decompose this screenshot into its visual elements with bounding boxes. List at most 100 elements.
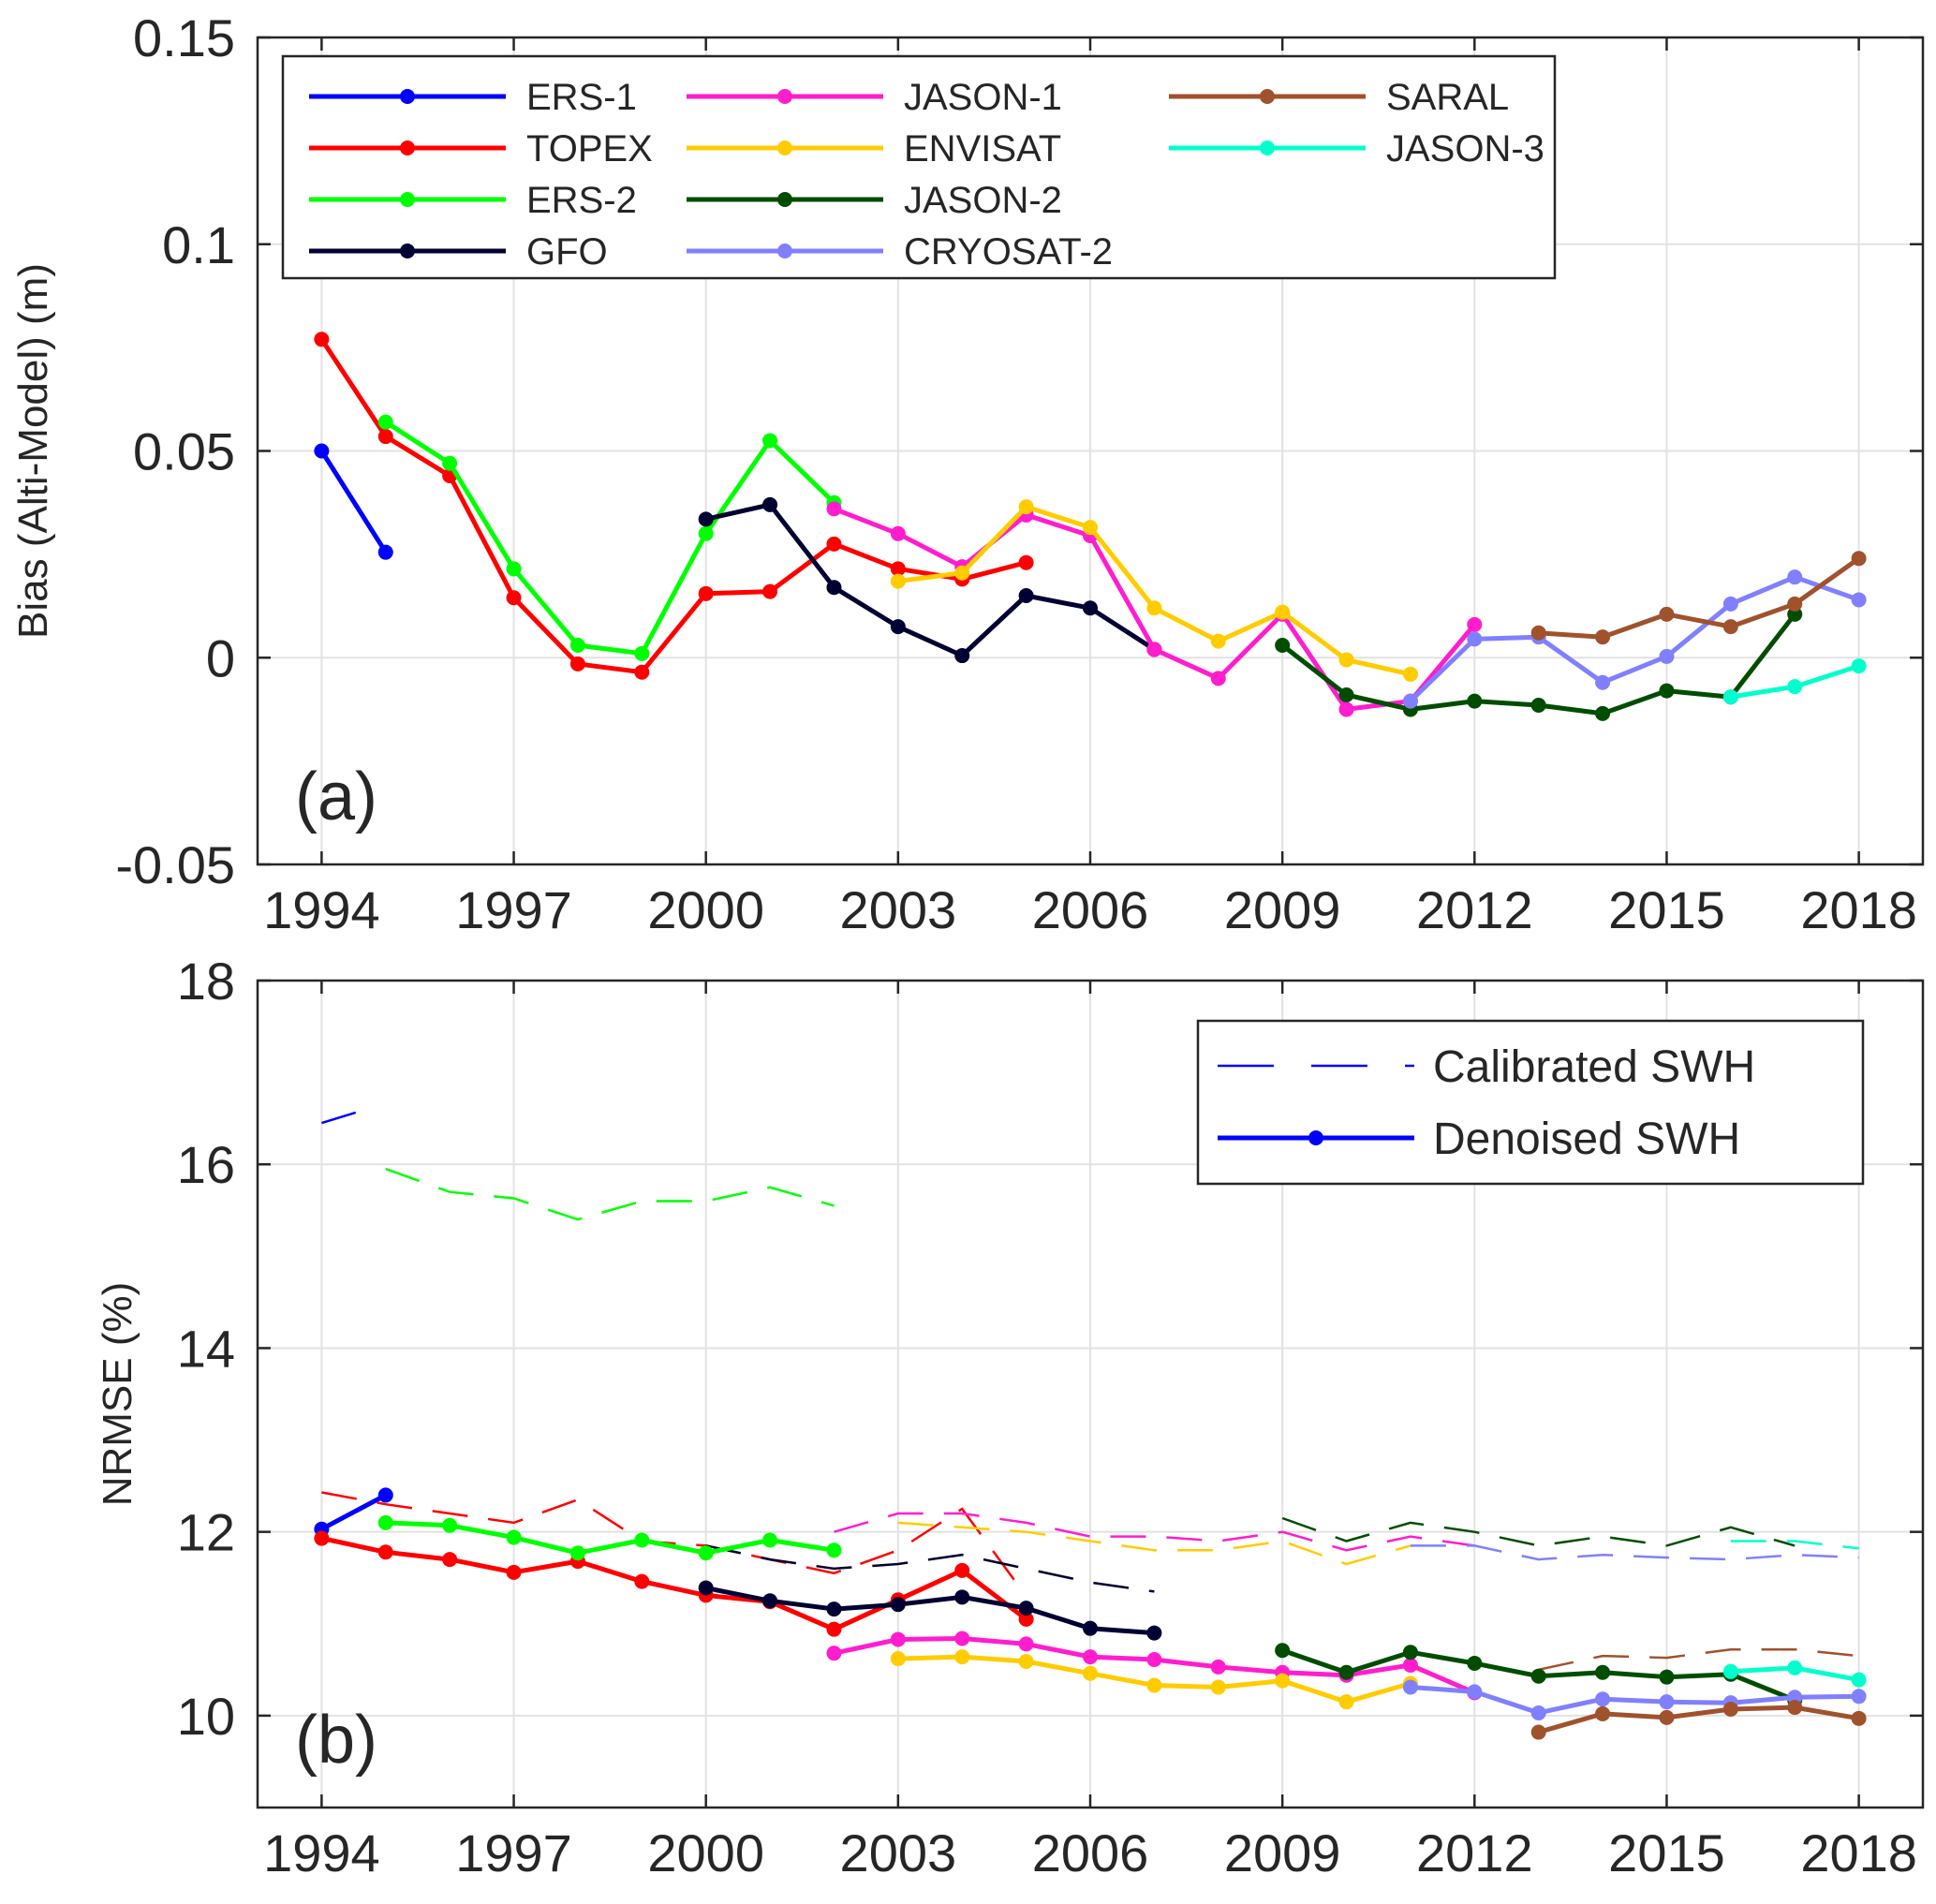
data-point-topex (314, 332, 330, 347)
data-point-topex (569, 656, 585, 672)
data-point-topex (442, 1552, 458, 1568)
series-cryosat-2 (1402, 569, 1867, 709)
data-point-jason-3 (1851, 1672, 1867, 1688)
data-point-saral (1787, 596, 1803, 612)
data-point-gfo (826, 1601, 842, 1617)
calibrated-line-gfo (705, 1544, 1155, 1593)
legend-label-gfo: GFO (526, 231, 608, 273)
data-point-gfo (890, 619, 906, 635)
y-tick-label: 0 (206, 628, 235, 687)
x-tick-label: 2012 (1416, 1823, 1533, 1882)
data-point-ers-2 (377, 1514, 393, 1530)
x-tick-label: 1994 (263, 1823, 380, 1882)
data-point-ers-2 (634, 1532, 650, 1548)
x-tick-label: 2018 (1800, 880, 1917, 939)
data-point-jason-2 (1659, 683, 1675, 699)
x-tick-label: 2009 (1224, 880, 1341, 939)
data-point-envisat (1018, 1654, 1034, 1670)
data-point-topex (506, 1564, 522, 1580)
data-point-gfo (1018, 588, 1034, 604)
data-point-ers-2 (506, 1529, 522, 1545)
data-point-envisat (1275, 1673, 1291, 1689)
data-point-envisat (954, 565, 970, 581)
y-tick-label: 14 (177, 1319, 235, 1378)
data-point-ers-2 (762, 1532, 778, 1548)
data-point-saral (1722, 1702, 1738, 1718)
x-tick-label: 2009 (1224, 1823, 1341, 1882)
data-point-jason-1 (1146, 642, 1162, 657)
data-point-jason-2 (1595, 705, 1611, 721)
data-point-topex (634, 664, 650, 680)
data-point-jason-2 (1530, 698, 1546, 714)
data-point-saral (1530, 625, 1546, 641)
y-tick-label: 0.05 (133, 422, 235, 481)
series-denoised-cryosat-2 (1402, 1679, 1867, 1720)
calibrated-line-cryosat-2 (1410, 1544, 1859, 1561)
x-tick-label: 2015 (1608, 1823, 1725, 1882)
data-point-ers-2 (569, 638, 585, 654)
data-point-gfo (1083, 1620, 1098, 1636)
data-point-jason-1 (826, 501, 842, 517)
data-point-jason-1 (1402, 1657, 1418, 1673)
denoised-line-topex (320, 1536, 1028, 1632)
data-point-jason-1 (1467, 616, 1483, 632)
series-saral (1530, 551, 1867, 645)
x-tick-label: 2000 (647, 880, 764, 939)
denoised-line-gfo (705, 1586, 1155, 1636)
data-point-jason-1 (826, 1646, 842, 1661)
data-point-gfo (762, 1593, 778, 1609)
data-point-ers-2 (442, 455, 458, 471)
series-line-saral (1538, 556, 1861, 640)
y-tick-label: 0.15 (133, 8, 235, 67)
series-jason-2 (1281, 1516, 1796, 1547)
data-point-ers-2 (442, 1517, 458, 1533)
legend-marker-jason-3 (1260, 140, 1275, 155)
data-point-jason-3 (1787, 1660, 1803, 1675)
calibrated-line-jason-3 (1730, 1540, 1859, 1550)
series-jason-2 (1275, 606, 1803, 721)
data-point-jason-3 (1851, 658, 1867, 674)
legend-marker-topex (400, 140, 415, 155)
series-line-ers-1 (319, 450, 388, 554)
data-point-envisat (1338, 1694, 1354, 1710)
legend-marker-denoised (1308, 1130, 1323, 1145)
series-ers-1 (321, 1108, 367, 1125)
data-point-envisat (1083, 520, 1098, 536)
series-topex (321, 1491, 1027, 1598)
data-point-jason-2 (1275, 1643, 1291, 1659)
x-tick-label: 2006 (1032, 1823, 1149, 1882)
data-point-envisat (890, 1651, 906, 1667)
data-point-jason-3 (1787, 679, 1803, 695)
data-point-jason-1 (954, 1631, 970, 1646)
series-line-gfo (705, 502, 1156, 658)
data-point-saral (1595, 1705, 1611, 1721)
data-point-cryosat-2 (1467, 1684, 1483, 1700)
data-point-jason-2 (1530, 1668, 1546, 1684)
data-point-cryosat-2 (1722, 596, 1738, 612)
data-point-topex (377, 1544, 393, 1560)
y-tick-label: 18 (177, 952, 235, 1011)
panel-label: (a) (295, 760, 377, 834)
x-tick-label: 2006 (1032, 880, 1149, 939)
data-point-jason-2 (1275, 638, 1291, 654)
series-line-topex (319, 337, 1027, 675)
data-point-topex (506, 590, 522, 606)
series-ers-1 (314, 443, 393, 560)
data-point-cryosat-2 (1787, 569, 1803, 585)
data-point-jason-3 (1722, 1663, 1738, 1679)
data-point-jason-3 (1722, 689, 1738, 705)
data-point-cryosat-2 (1659, 1694, 1675, 1710)
data-point-envisat (1146, 600, 1162, 616)
legend-label-calibrated: Calibrated SWH (1433, 1042, 1755, 1092)
data-point-jason-1 (1018, 1636, 1034, 1652)
data-point-cryosat-2 (1595, 674, 1611, 690)
data-point-jason-1 (890, 525, 906, 541)
legend-marker-ers-1 (400, 89, 415, 104)
data-point-gfo (698, 1580, 714, 1596)
x-tick-label: 2015 (1608, 880, 1725, 939)
series-envisat (890, 499, 1418, 682)
data-point-jason-2 (1467, 1655, 1483, 1671)
data-point-envisat (1275, 604, 1291, 620)
data-point-topex (954, 1562, 970, 1578)
legend-label-topex: TOPEX (526, 128, 653, 170)
